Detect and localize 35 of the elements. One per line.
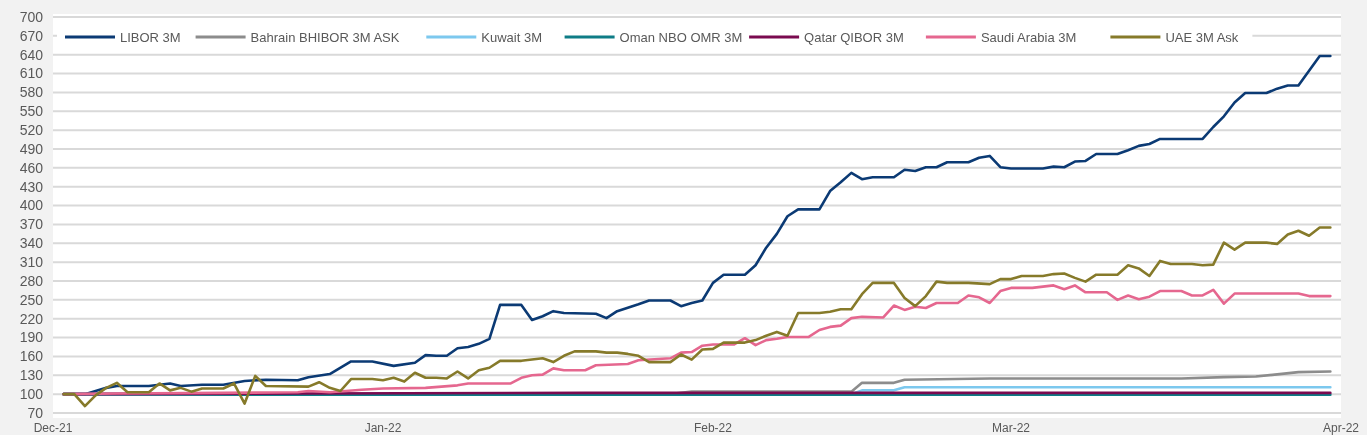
y-tick-label: 670 bbox=[19, 27, 44, 44]
y-tick-label: 550 bbox=[19, 103, 44, 120]
y-tick-label: 370 bbox=[19, 216, 44, 233]
legend-label: Oman NBO OMR 3M bbox=[619, 29, 743, 45]
y-tick-label: 490 bbox=[19, 140, 44, 157]
x-tick-label: Mar-22 bbox=[992, 421, 1031, 435]
legend-label: LIBOR 3M bbox=[120, 29, 181, 45]
legend-label: Kuwait 3M bbox=[481, 29, 542, 45]
y-tick-label: 250 bbox=[19, 291, 44, 308]
y-tick-label: 460 bbox=[19, 159, 44, 176]
x-tick-label: Dec-21 bbox=[33, 421, 73, 435]
line-series bbox=[62, 226, 1332, 408]
y-tick-label: 340 bbox=[19, 235, 44, 252]
y-tick-label: 700 bbox=[19, 8, 44, 25]
x-tick-label: Apr-22 bbox=[1322, 421, 1360, 435]
y-tick-label: 400 bbox=[19, 197, 44, 214]
y-tick-label: 160 bbox=[19, 348, 44, 365]
y-tick-label: 190 bbox=[19, 329, 44, 346]
y-tick-label: 70 bbox=[27, 404, 44, 421]
y-tick-label: 580 bbox=[19, 84, 44, 101]
x-tick-label: Feb-22 bbox=[693, 421, 733, 435]
y-tick-label: 430 bbox=[19, 178, 44, 195]
legend-label: Bahrain BHIBOR 3M ASK bbox=[250, 29, 400, 45]
y-tick-label: 100 bbox=[19, 386, 44, 403]
legend-label: Qatar QIBOR 3M bbox=[804, 29, 904, 45]
legend-label: UAE 3M Ask bbox=[1165, 29, 1239, 45]
legend-label: Saudi Arabia 3M bbox=[980, 29, 1077, 45]
y-tick-label: 640 bbox=[19, 46, 44, 63]
y-tick-label: 610 bbox=[19, 65, 44, 82]
x-tick-label: Jan-22 bbox=[364, 421, 402, 435]
y-tick-label: 520 bbox=[19, 122, 44, 139]
y-tick-label: 310 bbox=[19, 254, 44, 271]
y-tick-label: 220 bbox=[19, 310, 44, 327]
y-tick-label: 280 bbox=[19, 272, 44, 289]
y-tick-label: 130 bbox=[19, 367, 44, 384]
